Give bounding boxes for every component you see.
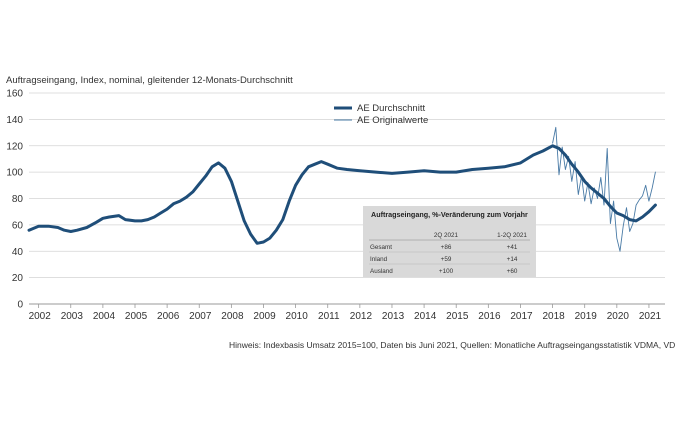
stats-table: Auftragseingang, %-Veränderung zum Vorja… (363, 206, 536, 277)
footnote: Hinweis: Indexbasis Umsatz 2015=100, Dat… (229, 340, 675, 350)
y-tick-label: 120 (6, 141, 23, 152)
x-tick-label: 2006 (157, 311, 180, 322)
y-tick-label: 140 (6, 115, 23, 126)
x-axis: 2002 2003 2004 2005 2006 2007 2008 2009 2010 2011… (29, 304, 662, 322)
x-tick-label: 2011 (318, 311, 340, 322)
y-tick-label: 160 (6, 89, 23, 100)
x-tick-label: 2014 (414, 311, 437, 322)
x-tick-label: 2003 (61, 311, 84, 322)
table-col-header-2: 1-2Q 2021 (497, 232, 527, 239)
y-axis: 0 20 40 60 80 100 120 140 160 (6, 89, 23, 311)
series (27, 126, 657, 252)
x-tick-label: 2020 (607, 311, 630, 322)
table-background (363, 206, 536, 277)
table-cell: +59 (441, 256, 452, 263)
x-tick-label: 2007 (189, 311, 212, 322)
grid (29, 92, 665, 305)
x-tick-label: 2009 (253, 311, 276, 322)
table-col-header-1: 2Q 2021 (434, 232, 459, 239)
x-tick-label: 2019 (575, 311, 598, 322)
legend-label-average: AE Durchschnitt (357, 103, 425, 114)
y-tick-label: 20 (12, 273, 24, 284)
table-cell: +100 (439, 268, 454, 275)
x-tick-label: 2010 (286, 311, 309, 322)
x-tick-label: 2018 (543, 311, 566, 322)
chart-title: Auftragseingang, Index, nominal, gleiten… (6, 75, 293, 86)
y-tick-label: 40 (12, 247, 24, 258)
series-line-original (552, 126, 656, 252)
table-cell: +60 (507, 268, 518, 275)
table-title: Auftragseingang, %-Veränderung zum Vorja… (371, 210, 528, 219)
legend: AE Durchschnitt AE Originalwerte (334, 103, 428, 126)
table-cell: +14 (507, 256, 518, 263)
table-cell: +86 (441, 244, 452, 251)
table-row-label: Inland (370, 256, 388, 263)
x-tick-label: 2002 (29, 311, 52, 322)
x-tick-label: 2021 (639, 311, 662, 322)
x-tick-label: 2016 (478, 311, 501, 322)
x-tick-label: 2004 (93, 311, 116, 322)
y-tick-label: 100 (6, 168, 23, 179)
series-line-average (27, 144, 657, 245)
y-tick-label: 80 (12, 194, 24, 205)
x-tick-label: 2015 (446, 311, 469, 322)
x-tick-label: 2017 (510, 311, 533, 322)
x-tick-label: 2013 (382, 311, 405, 322)
x-tick-label: 2005 (125, 311, 148, 322)
legend-label-original: AE Originalwerte (357, 115, 428, 126)
x-tick-label: 2008 (221, 311, 244, 322)
table-row-label: Ausland (370, 268, 393, 275)
y-tick-label: 60 (12, 220, 24, 231)
table-row-label: Gesamt (370, 244, 392, 251)
y-tick-label: 0 (17, 300, 23, 311)
x-tick-label: 2012 (350, 311, 373, 322)
table-cell: +41 (507, 244, 518, 251)
